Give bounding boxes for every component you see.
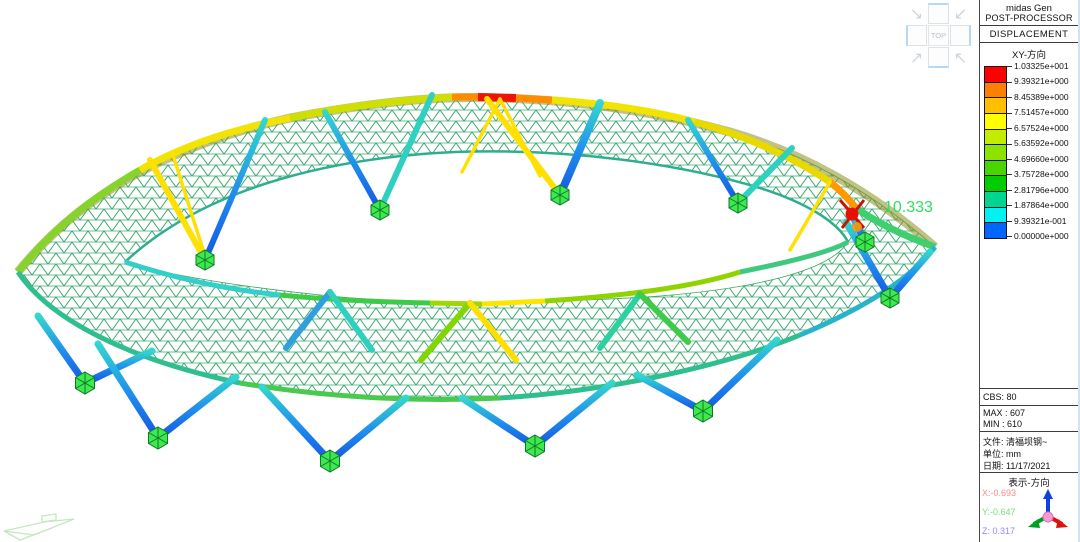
legend-value: 4.69660e+000 [1007,154,1077,164]
legend-value: 9.39321e-001 [1007,216,1077,226]
file-label: 文件: 清福坝钢~ [983,437,1048,447]
displacement-legend-colorbar [984,66,1007,239]
legend-color [985,223,1006,239]
view-top-label-button[interactable]: TOP [928,25,949,46]
legend-color [985,113,1006,130]
view-direction-z: Z: 0.317 [982,526,1016,536]
legend-value: 0.00000e+000 [1007,231,1077,241]
axis-triad-icon [1028,489,1068,528]
legend-color [985,82,1006,99]
legend-color [985,192,1006,208]
rotate-view-bottom-left-icon[interactable]: ↗ [909,49,924,67]
date-label: 日期: 11/17/2021 [983,461,1051,471]
max-displacement-label: 10.333 [884,199,933,216]
rotate-view-top-left-icon[interactable]: ↘ [909,5,924,23]
view-direction-x: X:-0.693 [982,488,1017,498]
view-face-top-button[interactable] [928,3,949,24]
front-support-legs [34,211,934,465]
divider [980,472,1078,473]
divider [980,42,1078,43]
result-component-label: XY-方向 [1012,50,1046,61]
rotate-view-bottom-right-icon[interactable]: ↖ [953,49,968,67]
support-nodes [75,184,900,473]
legend-color [985,145,1006,161]
legend-value: 9.39321e+000 [1007,77,1077,86]
legend-value: 1.87864e+000 [1007,201,1077,210]
inner-chord-segments [124,239,850,307]
divider [980,431,1078,432]
legend-color [985,207,1006,224]
max-displacement-hotspot [838,199,866,232]
unit-label: 单位: mm [983,449,1021,459]
legend-value: 2.81796e+000 [1007,185,1077,195]
displacement-legend-values: 1.03325e+001 9.39321e+000 8.45389e+000 7… [1007,62,1077,241]
legend-value: 3.75728e+000 [1007,170,1077,179]
far-chord-segments [15,93,937,275]
legend-color [985,129,1006,146]
far-support-legs [147,92,795,263]
legend-value: 6.57524e+000 [1007,123,1077,133]
peak-brace-diagonals [170,97,832,258]
min-node-label: MIN : 610 [983,419,1023,429]
legend-color [985,176,1006,193]
legend-value: 8.45389e+000 [1007,92,1077,102]
legend-value: 5.63592e+000 [1007,139,1077,148]
origin-axis-glyph [3,513,75,541]
legend-color [985,67,1006,83]
view-face-bottom-button[interactable] [928,47,949,68]
view-direction-y: Y:-0.647 [982,507,1016,517]
view-face-left-button[interactable] [906,25,927,46]
divider [980,25,1078,26]
ring-inner-top-chord [124,150,850,263]
legend-value: 1.03325e+001 [1007,62,1077,71]
view-direction-title: 表示-方向 [1008,478,1050,489]
divider [980,388,1078,389]
inner-lambda-legs [283,289,691,363]
divider [980,405,1078,406]
max-node-label: MAX : 607 [983,408,1026,418]
cbs-label: CBS: 80 [983,392,1017,402]
model-viewport-canvas[interactable]: 10.333 [0,0,981,542]
app-title: midas Gen [1006,3,1052,14]
postprocessor-panel: midas Gen POST-PROCESSOR DISPLACEMENT XY… [979,0,1080,542]
view-orientation-widget: ↘ ↙ TOP ↗ ↖ [906,3,971,68]
result-mode-label: DISPLACEMENT [989,29,1069,40]
legend-value: 7.51457e+000 [1007,108,1077,117]
app-subtitle: POST-PROCESSOR [985,13,1073,23]
rotate-view-top-right-icon[interactable]: ↙ [953,5,968,23]
legend-color [985,160,1006,177]
legend-color [985,98,1006,114]
view-face-right-button[interactable] [950,25,971,46]
